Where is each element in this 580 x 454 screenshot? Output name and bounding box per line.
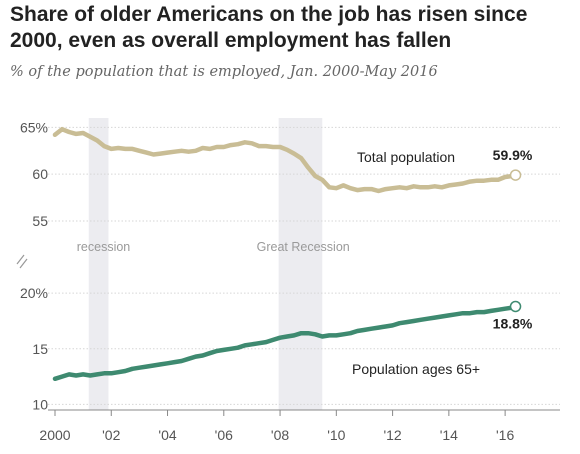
x-tick-label: '04 <box>158 427 176 443</box>
axis-break-mark <box>19 258 28 269</box>
recession-band <box>278 118 323 410</box>
end-point-marker <box>509 169 522 181</box>
axis-break-mark <box>16 254 25 265</box>
y-tick-label: 20% <box>20 285 48 301</box>
x-tick-label: '12 <box>383 427 401 443</box>
series-line <box>52 304 518 382</box>
y-tick-label: 60 <box>32 166 48 182</box>
y-tick-label: 10 <box>32 396 48 412</box>
y-tick-label: 15 <box>32 341 48 357</box>
x-tick-label: '08 <box>271 427 289 443</box>
y-tick-label: 65% <box>20 119 48 135</box>
gridlines <box>48 126 560 405</box>
x-tick-label: '06 <box>215 427 233 443</box>
series-line <box>52 126 518 194</box>
end-value-label: 59.9% <box>493 147 533 163</box>
series <box>52 126 522 382</box>
end-value-label: 18.8% <box>493 315 533 331</box>
x-tick-label: '02 <box>102 427 120 443</box>
chart-subtitle: % of the population that is employed, Ja… <box>10 64 438 80</box>
y-tick-label: 55 <box>32 213 48 229</box>
recession-band <box>88 118 109 410</box>
axes: 65% 60 55 20% 15 10 2000 '02 '04 '06 '08 '10 '12 '14 '… <box>16 119 560 443</box>
recession-bands <box>88 118 323 410</box>
series-name-label: Total population <box>357 149 455 165</box>
series-name-label: Population ages 65+ <box>352 361 480 377</box>
x-tick-label: '14 <box>440 427 458 443</box>
labels: recession Great Recession 59.9% Total popul… <box>77 147 533 377</box>
recession-label: Great Recession <box>257 240 350 254</box>
x-tick-label: '10 <box>327 427 345 443</box>
chart-title: Share of older Americans on the job has … <box>10 3 528 52</box>
x-tick-label: 2000 <box>39 427 70 443</box>
end-point-marker <box>509 300 522 313</box>
x-tick-label: '16 <box>496 427 514 443</box>
recession-label: recession <box>77 240 131 254</box>
